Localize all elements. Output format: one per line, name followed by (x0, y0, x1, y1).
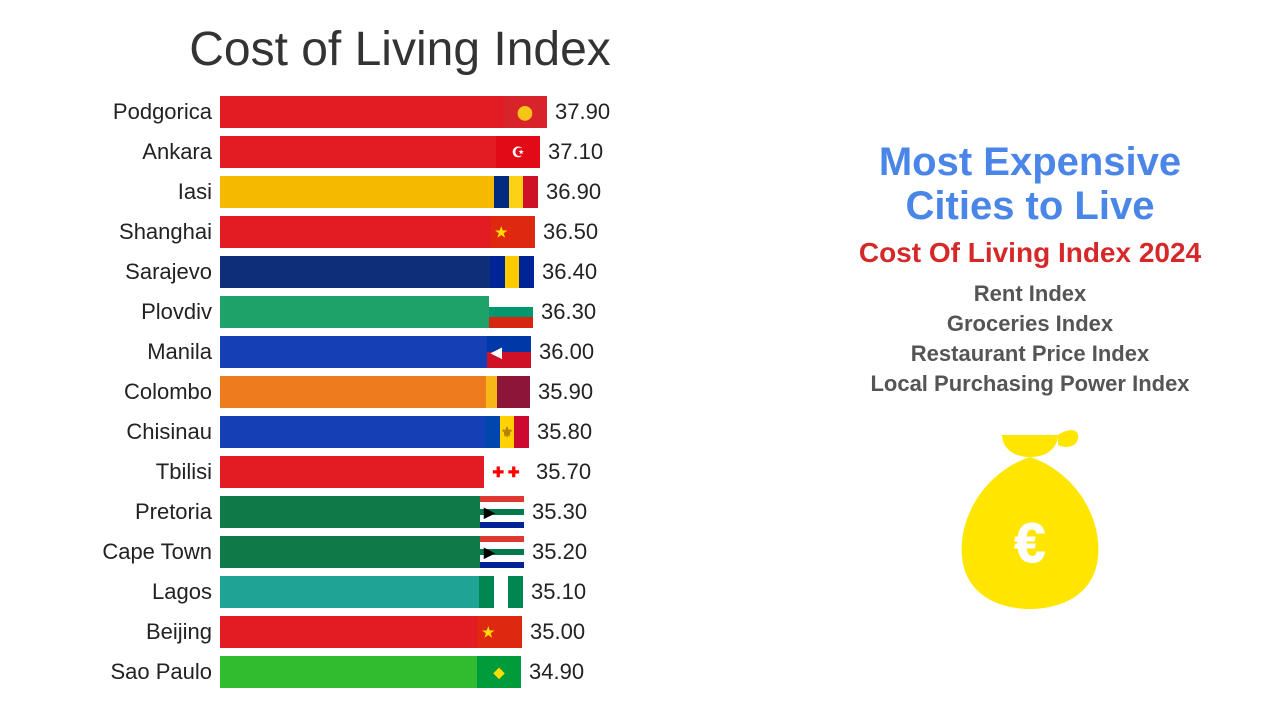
chart-title: Cost of Living Index (0, 22, 800, 77)
city-label: Chisinau (0, 419, 220, 445)
flag-icon: ▶ (480, 496, 524, 528)
bar (220, 376, 530, 408)
flag-icon: ◆ (477, 656, 521, 688)
city-label: Lagos (0, 579, 220, 605)
side-list-item: Local Purchasing Power Index (840, 371, 1220, 397)
value-label: 35.80 (537, 419, 592, 445)
table-row: Sarajevo ◣ 36.40 (0, 255, 800, 289)
bar (220, 176, 538, 208)
money-bag-icon: € (930, 417, 1130, 617)
value-label: 34.90 (529, 659, 584, 685)
city-label: Iasi (0, 179, 220, 205)
flag-icon: ★ (478, 616, 522, 648)
bar: ▶ (220, 496, 524, 528)
flag-icon: ◣ (490, 256, 534, 288)
flag-icon: ◀ (487, 336, 531, 368)
flag-icon (479, 576, 523, 608)
side-panel: Most Expensive Cities to Live Cost Of Li… (840, 140, 1220, 617)
value-label: 35.30 (532, 499, 587, 525)
side-headline: Most Expensive Cities to Live (840, 140, 1220, 228)
stage: Cost of Living Index Podgorica ⬤ 37.90 Anka… (0, 0, 1280, 720)
bar-chart: Podgorica ⬤ 37.90 Ankara ☪ 37.10 Iasi 36.90 Shan… (0, 95, 800, 695)
table-row: Ankara ☪ 37.10 (0, 135, 800, 169)
bar: ◆ (220, 656, 521, 688)
table-row: Pretoria ▶ 35.30 (0, 495, 800, 529)
table-row: Chisinau ⚜ 35.80 (0, 415, 800, 449)
bar: ☪ (220, 136, 540, 168)
city-label: Shanghai (0, 219, 220, 245)
table-row: Sao Paulo ◆ 34.90 (0, 655, 800, 689)
city-label: Plovdiv (0, 299, 220, 325)
city-label: Colombo (0, 379, 220, 405)
bar: ◣ (220, 256, 534, 288)
city-label: Pretoria (0, 499, 220, 525)
side-list-item: Groceries Index (840, 311, 1220, 337)
svg-text:€: € (1014, 511, 1045, 574)
flag-icon: ☪ (496, 136, 540, 168)
value-label: 35.90 (538, 379, 593, 405)
table-row: Tbilisi ✚ ✚ 35.70 (0, 455, 800, 489)
value-label: 36.50 (543, 219, 598, 245)
flag-icon: ⬤ (503, 96, 547, 128)
value-label: 37.10 (548, 139, 603, 165)
flag-icon (489, 296, 533, 328)
bar: ⬤ (220, 96, 547, 128)
table-row: Manila ◀ 36.00 (0, 335, 800, 369)
table-row: Shanghai ★ 36.50 (0, 215, 800, 249)
flag-icon: ▶ (480, 536, 524, 568)
city-label: Beijing (0, 619, 220, 645)
city-label: Ankara (0, 139, 220, 165)
value-label: 36.90 (546, 179, 601, 205)
table-row: Beijing ★ 35.00 (0, 615, 800, 649)
flag-icon (494, 176, 538, 208)
flag-icon: ✚ ✚ (484, 456, 528, 488)
city-label: Tbilisi (0, 459, 220, 485)
city-label: Cape Town (0, 539, 220, 565)
table-row: Colombo 35.90 (0, 375, 800, 409)
value-label: 36.40 (542, 259, 597, 285)
value-label: 35.00 (530, 619, 585, 645)
bar (220, 296, 533, 328)
bar: ★ (220, 616, 522, 648)
side-list: Rent Index Groceries Index Restaurant Pric… (840, 281, 1220, 397)
table-row: Podgorica ⬤ 37.90 (0, 95, 800, 129)
bar: ✚ ✚ (220, 456, 528, 488)
value-label: 36.00 (539, 339, 594, 365)
side-list-item: Restaurant Price Index (840, 341, 1220, 367)
city-label: Manila (0, 339, 220, 365)
flag-icon: ⚜ (485, 416, 529, 448)
table-row: Cape Town ▶ 35.20 (0, 535, 800, 569)
side-list-item: Rent Index (840, 281, 1220, 307)
city-label: Sao Paulo (0, 659, 220, 685)
bar: ★ (220, 216, 535, 248)
value-label: 35.20 (532, 539, 587, 565)
value-label: 35.70 (536, 459, 591, 485)
table-row: Iasi 36.90 (0, 175, 800, 209)
bar: ⚜ (220, 416, 529, 448)
value-label: 35.10 (531, 579, 586, 605)
bar (220, 576, 523, 608)
table-row: Plovdiv 36.30 (0, 295, 800, 329)
flag-icon (486, 376, 530, 408)
city-label: Sarajevo (0, 259, 220, 285)
side-subhead: Cost Of Living Index 2024 (840, 238, 1220, 269)
bar: ◀ (220, 336, 531, 368)
table-row: Lagos 35.10 (0, 575, 800, 609)
flag-icon: ★ (491, 216, 535, 248)
value-label: 36.30 (541, 299, 596, 325)
city-label: Podgorica (0, 99, 220, 125)
value-label: 37.90 (555, 99, 610, 125)
bar: ▶ (220, 536, 524, 568)
